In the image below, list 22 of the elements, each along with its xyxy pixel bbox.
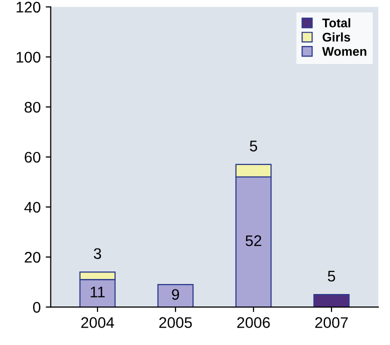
data-label: 5 [250, 140, 258, 152]
y-tick-label: 20 [24, 252, 40, 263]
x-tick-label: 2006 [237, 317, 270, 328]
x-tick-label: 2007 [315, 317, 348, 328]
data-label: 11 [90, 286, 105, 298]
x-tick-label: 2005 [159, 317, 192, 328]
data-label: 3 [94, 248, 102, 260]
y-tick-label: 100 [16, 52, 40, 63]
legend-label: Girls [322, 32, 350, 42]
y-tick-label: 40 [24, 202, 40, 213]
y-tick-label: 80 [24, 102, 40, 113]
y-tick-label: 0 [33, 302, 40, 313]
data-label: 5 [328, 270, 336, 282]
data-label: 9 [172, 289, 180, 300]
bar [157, 284, 194, 308]
legend-label: Women [322, 47, 366, 56]
bar [313, 294, 350, 308]
y-tick-label: 60 [24, 152, 40, 163]
y-tick-label: 120 [16, 2, 40, 13]
data-label: 52 [246, 235, 262, 246]
x-tick-label: 2004 [81, 317, 114, 328]
legend-label: Total [322, 18, 350, 28]
